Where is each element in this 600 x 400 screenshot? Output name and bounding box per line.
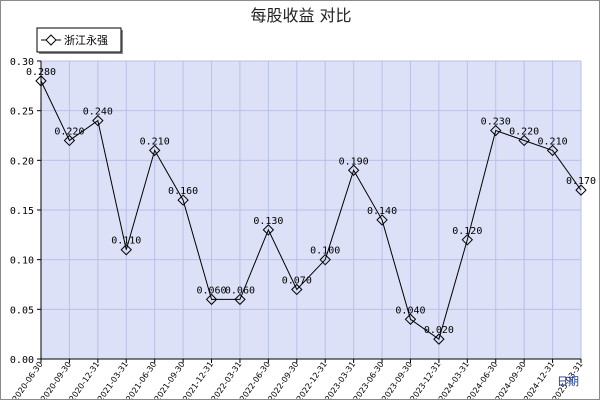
y-tick-label: 0.15 — [10, 206, 34, 217]
x-tick-label: 2024-03-31 — [437, 360, 471, 400]
x-tick-label: 2024-12-31 — [522, 360, 556, 400]
data-label: 0.040 — [395, 305, 425, 316]
x-axis-note: 日期 — [557, 375, 579, 388]
data-label: 0.140 — [367, 206, 397, 217]
data-label: 0.060 — [196, 285, 226, 296]
data-point — [546, 144, 559, 157]
data-point — [234, 293, 246, 306]
x-tick-label: 2022-12-31 — [295, 360, 329, 400]
x-tick-label: 2022-06-30 — [238, 360, 272, 400]
data-point — [404, 313, 417, 325]
legend-diamond-icon — [45, 34, 57, 46]
data-point — [205, 293, 218, 306]
x-tick-label: 2022-09-30 — [266, 360, 300, 400]
x-tick-label: 2023-03-31 — [323, 360, 357, 400]
y-tick-label: 0.00 — [10, 355, 34, 366]
y-tick-label: 0.10 — [10, 256, 34, 267]
data-point — [148, 144, 161, 157]
data-point — [518, 134, 530, 147]
data-label: 0.060 — [225, 285, 255, 296]
data-point — [262, 224, 275, 236]
chart-title: 每股收益 对比 — [250, 6, 351, 25]
y-tick-label: 0.05 — [10, 305, 34, 316]
x-tick-label: 2021-12-31 — [181, 360, 215, 400]
x-tick-label: 2023-06-30 — [352, 360, 386, 400]
x-tick-label: 2021-03-31 — [96, 360, 130, 400]
data-label: 0.230 — [481, 117, 511, 128]
data-label: 0.190 — [339, 156, 369, 167]
legend-entry: 浙江永强 — [64, 33, 108, 47]
y-tick-label: 0.30 — [10, 57, 34, 68]
y-tick-label: 0.20 — [10, 156, 34, 167]
data-point — [120, 244, 132, 256]
data-label: 0.210 — [538, 136, 568, 147]
data-point — [92, 114, 104, 127]
x-tick-label: 2021-09-30 — [153, 360, 187, 400]
x-tick-label: 2020-09-30 — [39, 360, 73, 400]
data-label: 0.220 — [509, 126, 539, 137]
x-tick-label: 2023-09-30 — [380, 360, 414, 400]
x-tick-label: 2024-06-30 — [465, 360, 499, 400]
data-label: 0.160 — [168, 186, 198, 197]
x-tick-label: 2024-09-30 — [494, 360, 528, 400]
x-tick-label: 2020-12-31 — [67, 360, 101, 400]
y-tick-label: 0.25 — [10, 107, 34, 118]
data-label: 0.020 — [424, 325, 454, 336]
data-point — [490, 124, 502, 137]
series-line — [40, 80, 582, 340]
data-point — [291, 283, 303, 296]
x-tick-label: 2023-12-31 — [408, 360, 442, 400]
data-point — [376, 214, 388, 226]
data-point — [347, 164, 360, 176]
data-point — [575, 184, 587, 196]
data-label: 0.070 — [282, 275, 312, 286]
data-point — [461, 234, 474, 246]
x-tick-label: 2022-03-31 — [210, 360, 244, 400]
data-label: 0.120 — [452, 226, 482, 237]
x-tick-label: 2021-06-30 — [124, 360, 158, 400]
data-point — [319, 253, 331, 266]
data-point — [433, 333, 445, 345]
data-label: 0.280 — [26, 67, 56, 78]
data-label: 0.100 — [310, 246, 340, 257]
data-point — [63, 134, 76, 147]
data-label: 0.240 — [83, 107, 113, 118]
data-point — [177, 194, 189, 206]
data-label: 0.110 — [111, 236, 141, 247]
data-label: 0.130 — [253, 216, 283, 227]
data-label: 0.170 — [566, 176, 596, 187]
data-point — [35, 75, 47, 87]
data-label: 0.220 — [54, 126, 84, 137]
data-label: 0.210 — [140, 136, 170, 147]
